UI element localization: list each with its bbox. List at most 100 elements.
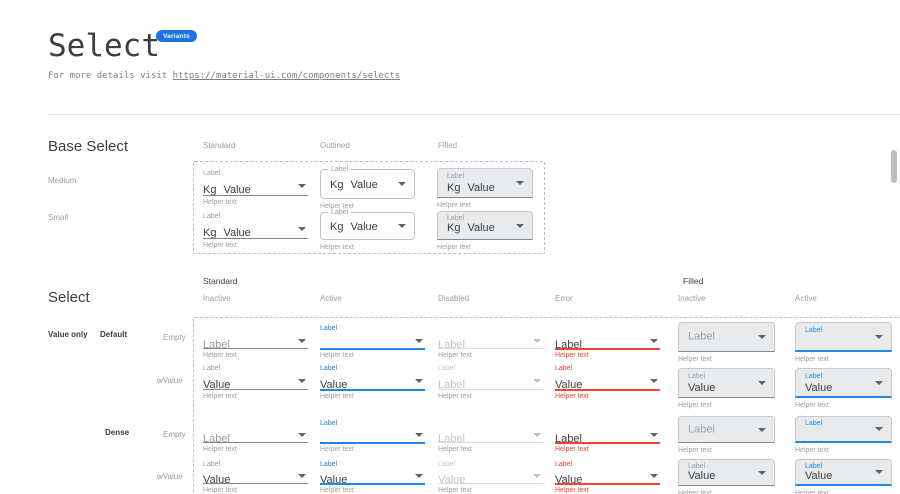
helper-text: Helper text (320, 352, 354, 359)
helper-text: Helper text (438, 487, 472, 494)
density-label-dense: Dense (105, 428, 130, 437)
helper-text: Helper text (437, 202, 471, 209)
select-cell-nw-std-2: Label Value Helper text (438, 461, 543, 494)
select-control[interactable]: Label (438, 335, 543, 351)
select-control[interactable]: Label (438, 429, 543, 445)
select-control[interactable]: Label (555, 335, 660, 351)
helper-text: Helper text (438, 393, 472, 400)
helper-text: Helper text (795, 490, 829, 494)
helper-text: Helper text (555, 393, 589, 400)
variants-badge: Variants (156, 30, 197, 42)
select-control[interactable]: Label Value (678, 368, 775, 398)
select-cell-base-std-small: Label Kg Value Helper text (203, 213, 308, 250)
floating-label: Label (203, 170, 221, 177)
select-cell-dw-f-0: Label Value Helper text (678, 368, 775, 410)
helper-text: Helper text (795, 402, 829, 409)
select-control[interactable]: Value (320, 470, 425, 486)
helper-text: Helper text (437, 244, 471, 251)
floating-label: Label (555, 461, 573, 468)
dropdown-caret-icon (758, 335, 766, 339)
select-control[interactable]: Value (438, 470, 543, 486)
select-control[interactable]: Label (678, 322, 775, 352)
helper-text: Helper text (320, 203, 354, 210)
select-control[interactable]: Label (678, 416, 775, 443)
select-value: Label (203, 433, 230, 445)
select-control[interactable]: Value (203, 375, 308, 391)
column-header-outlined: Outlined (320, 141, 350, 150)
select-control[interactable]: Value (203, 470, 308, 486)
select-cell-dw-std-3: Label Value Helper text (555, 365, 660, 401)
select-control[interactable]: Value (555, 470, 660, 486)
select-value: Value (350, 221, 378, 233)
floating-label: Label (447, 173, 465, 180)
select-value: Kg Value (447, 222, 495, 234)
select-cell-base-outlined-medium: Label Kg Value Helper text (320, 166, 415, 211)
value-prefix: Kg (447, 182, 461, 194)
floating-label: Label (688, 463, 706, 470)
helper-text: Helper text (203, 242, 237, 249)
floating-label: Label (320, 461, 338, 468)
header-divider (48, 114, 900, 115)
select-control[interactable]: Label Kg Value (320, 209, 415, 240)
select-control[interactable]: Label Value (795, 459, 892, 486)
select-cell-dw-std-0: Label Value Helper text (203, 365, 308, 401)
select-control[interactable]: Value (555, 375, 660, 391)
dropdown-caret-icon (398, 224, 406, 228)
select-control[interactable]: Kg Value (203, 223, 308, 239)
helper-text: Helper text (320, 393, 354, 400)
select-underline (438, 442, 543, 443)
select-cell-de-std-1: Label Helper text (320, 325, 425, 360)
helper-text: Helper text (438, 352, 472, 359)
select-cell-de-std-2: Label Helper text (438, 325, 543, 360)
column-header-standard: Standard (203, 141, 236, 150)
helper-text: Helper text (678, 402, 712, 409)
scrollbar-thumb[interactable] (891, 150, 897, 183)
floating-label: Label (805, 373, 823, 380)
select-cell-base-filled-small: Label Kg Value Helper text (437, 211, 533, 252)
select-control[interactable]: Label Value (678, 459, 775, 486)
select-control[interactable] (320, 335, 425, 348)
select-control[interactable]: Label (795, 416, 892, 443)
select-underline (555, 442, 660, 444)
value-prefix: Kg (203, 227, 217, 239)
select-control[interactable]: Label Kg Value (320, 166, 415, 199)
select-control[interactable]: Kg Value (203, 180, 308, 196)
select-control[interactable]: Label Kg Value (437, 211, 533, 240)
helper-text: Helper text (555, 446, 589, 453)
select-underline (320, 348, 425, 350)
row-label-small: Small (48, 213, 69, 222)
base-select-heading: Base Select (48, 138, 129, 155)
select-control[interactable]: Value (320, 375, 425, 391)
details-link[interactable]: https://material-ui.com/components/selec… (172, 71, 401, 81)
select-value: Label (438, 433, 465, 445)
sub-row-label-empty: Empty (163, 430, 186, 439)
column-header-filled-active: Active (795, 294, 817, 303)
select-control[interactable]: Label Value (795, 368, 892, 398)
select-value: Value (805, 382, 833, 394)
select-control[interactable]: Label Kg Value (437, 168, 533, 198)
select-control[interactable]: Label (203, 429, 308, 445)
select-value: Kg Value (447, 182, 495, 194)
helper-text: Helper text (795, 447, 829, 454)
select-states-frame (193, 317, 900, 494)
dropdown-caret-icon (415, 339, 423, 343)
dropdown-caret-icon (415, 379, 423, 383)
select-cell-nw-f-1: Label Value Helper text (795, 459, 892, 494)
value-prefix: Kg (203, 184, 217, 196)
select-underline (438, 483, 543, 484)
select-cell-ne-std-3: Label Helper text (555, 420, 660, 454)
select-underline (203, 195, 308, 196)
select-control[interactable]: Label (438, 375, 543, 391)
dropdown-caret-icon (298, 227, 306, 231)
select-control[interactable]: Label (203, 335, 308, 351)
value-prefix: Kg (330, 221, 344, 233)
page-title: Select (48, 28, 160, 64)
helper-text: Helper text (678, 447, 712, 454)
select-control[interactable]: Label (795, 322, 892, 352)
select-value: Value (555, 379, 583, 391)
select-control[interactable]: Label (555, 429, 660, 445)
select-control[interactable] (320, 429, 425, 442)
subtitle: For more details visit https://material-… (48, 71, 400, 81)
select-underline (438, 348, 543, 349)
dropdown-caret-icon (758, 381, 766, 385)
